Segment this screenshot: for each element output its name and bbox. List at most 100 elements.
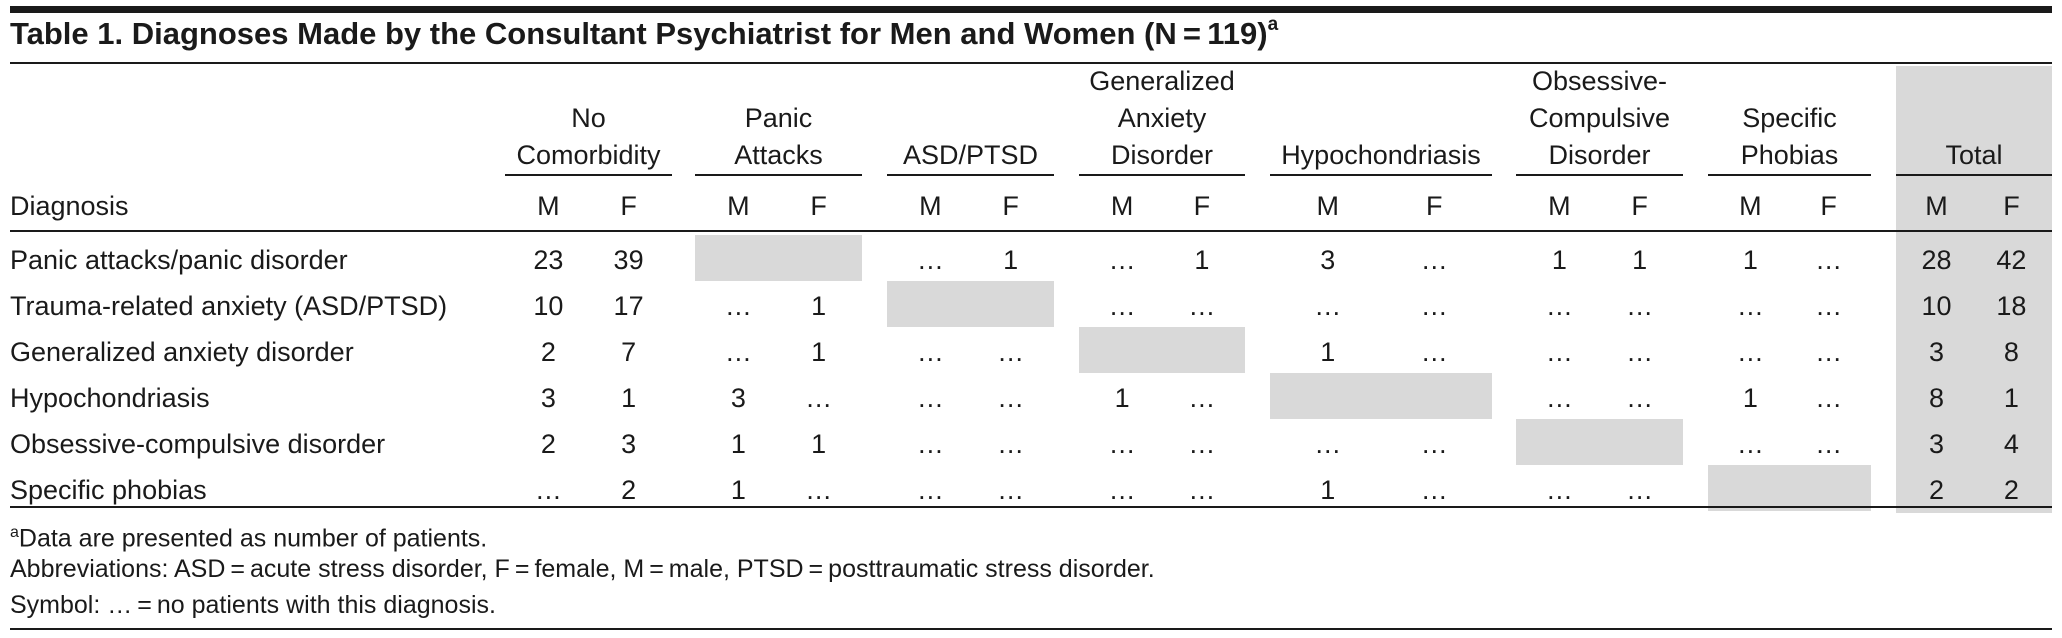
table-cell: …: [1626, 383, 1654, 413]
table-cell: 1: [1114, 383, 1130, 413]
table-cell: 2: [2003, 475, 2019, 505]
table-cell: …: [805, 383, 833, 413]
table-cell: 4: [2003, 429, 2019, 459]
group-underline: [1896, 174, 2052, 176]
footnote-symbol: Symbol: … = no patients with this diagno…: [10, 591, 496, 619]
page-bottom-rule: [10, 628, 2052, 630]
table-cell: …: [1545, 475, 1573, 505]
table-cell: 23: [533, 245, 564, 275]
group-underline: [887, 174, 1054, 176]
table-cell: 2: [621, 475, 637, 505]
table-cell: …: [1815, 383, 1843, 413]
table-cell: 3: [1929, 429, 1945, 459]
table-cell: …: [1815, 337, 1843, 367]
footnote-abbreviations: Abbreviations: ASD = acute stress disord…: [10, 555, 1155, 583]
table-cell: …: [1545, 383, 1573, 413]
table-cell: …: [1188, 383, 1216, 413]
female-column-header: F: [1631, 191, 1648, 221]
column-group-header-no-comorbidity: No: [571, 103, 606, 133]
table-cell: 1: [811, 337, 827, 367]
male-column-header: M: [537, 191, 560, 221]
female-column-header: F: [1002, 191, 1019, 221]
table-cell: …: [724, 337, 752, 367]
table-cell: …: [1545, 291, 1573, 321]
female-column-header: F: [1193, 191, 1211, 221]
table-cell: …: [1626, 291, 1654, 321]
column-group-header-total: Total: [1945, 140, 2003, 170]
group-underline: [1079, 174, 1245, 176]
table-bottom-rule: [10, 506, 2052, 508]
group-underline: [1270, 174, 1492, 176]
row-label: Hypochondriasis: [10, 383, 210, 413]
diagonal-shade-cell: [1708, 465, 1871, 511]
column-group-header-hypochondriasis: Hypochondriasis: [1281, 140, 1481, 170]
male-column-header: M: [727, 191, 750, 221]
table-cell: …: [1420, 475, 1448, 505]
female-column-header: F: [2003, 191, 2020, 221]
table-cell: …: [997, 475, 1025, 505]
male-column-header: M: [1110, 191, 1134, 221]
table-cell: …: [1545, 337, 1573, 367]
table-cell: 1: [730, 429, 746, 459]
table-cell: 2: [1929, 475, 1945, 505]
header-bottom-rule: [10, 230, 2052, 232]
table-cell: …: [534, 475, 562, 505]
column-group-header-specific-phobias: Specific: [1742, 103, 1837, 133]
table-cell: 10: [1921, 291, 1952, 321]
top-rule: [10, 6, 2052, 13]
table-cell: 1: [1632, 245, 1648, 275]
table-cell: …: [1815, 245, 1843, 275]
table-cell: 1: [1320, 475, 1336, 505]
diagnosis-column-header: Diagnosis: [10, 191, 129, 221]
table-cell: …: [1188, 291, 1216, 321]
table-cell: 3: [1320, 245, 1336, 275]
table-cell: 3: [730, 383, 746, 413]
diagonal-shade-cell: [887, 281, 1054, 327]
row-label: Specific phobias: [10, 475, 207, 505]
table-cell: 1: [1742, 383, 1758, 413]
group-underline: [505, 174, 672, 176]
male-column-header: M: [1739, 191, 1762, 221]
total-column-shading: [1896, 66, 2052, 513]
male-column-header: M: [1925, 191, 1948, 221]
table-cell: …: [997, 383, 1025, 413]
male-column-header: M: [1316, 191, 1339, 221]
table-cell: 1: [730, 475, 746, 505]
female-column-header: F: [810, 191, 827, 221]
female-column-header: F: [1426, 191, 1443, 221]
table-cell: …: [1108, 291, 1136, 321]
column-group-header-specific-phobias: Phobias: [1740, 140, 1839, 170]
column-group-header-generalized-anxiety-disorder: Generalized: [1089, 66, 1235, 96]
column-group-header-obsessive-compulsive-disorder: Compulsive: [1528, 103, 1671, 133]
table-cell: 1: [1742, 245, 1758, 275]
table-cell: …: [916, 245, 944, 275]
table-cell: …: [1736, 429, 1764, 459]
table-cell: …: [1736, 337, 1764, 367]
column-group-header-obsessive-compulsive-disorder: Disorder: [1548, 140, 1651, 170]
table-cell: …: [1108, 475, 1136, 505]
table-cell: …: [1626, 475, 1654, 505]
table-cell: …: [916, 383, 944, 413]
footnote-a: aData are presented as number of patient…: [10, 524, 488, 553]
table-cell: …: [1815, 429, 1843, 459]
table-cell: 17: [613, 291, 644, 321]
table-cell: 8: [2003, 337, 2019, 367]
female-column-header: F: [1820, 191, 1837, 221]
table-cell: …: [1314, 291, 1342, 321]
table-cell: 1: [621, 383, 637, 413]
table-cell: …: [1314, 429, 1342, 459]
table-cell: …: [1626, 337, 1654, 367]
table-cell: 2: [540, 337, 556, 367]
group-underline: [1708, 174, 1871, 176]
diagonal-shade-cell: [1270, 373, 1492, 419]
table-cell: 1: [811, 429, 827, 459]
column-group-header-no-comorbidity: Comorbidity: [516, 140, 661, 170]
row-label: Obsessive-compulsive disorder: [10, 429, 386, 459]
column-group-header-panic-attacks: Attacks: [734, 140, 823, 170]
title-rule: [10, 62, 2052, 64]
table-cell: …: [1815, 291, 1843, 321]
table-cell: …: [997, 429, 1025, 459]
group-underline: [695, 174, 862, 176]
table-cell: 3: [1929, 337, 1945, 367]
column-group-header-asd-ptsd: ASD/PTSD: [902, 140, 1039, 170]
